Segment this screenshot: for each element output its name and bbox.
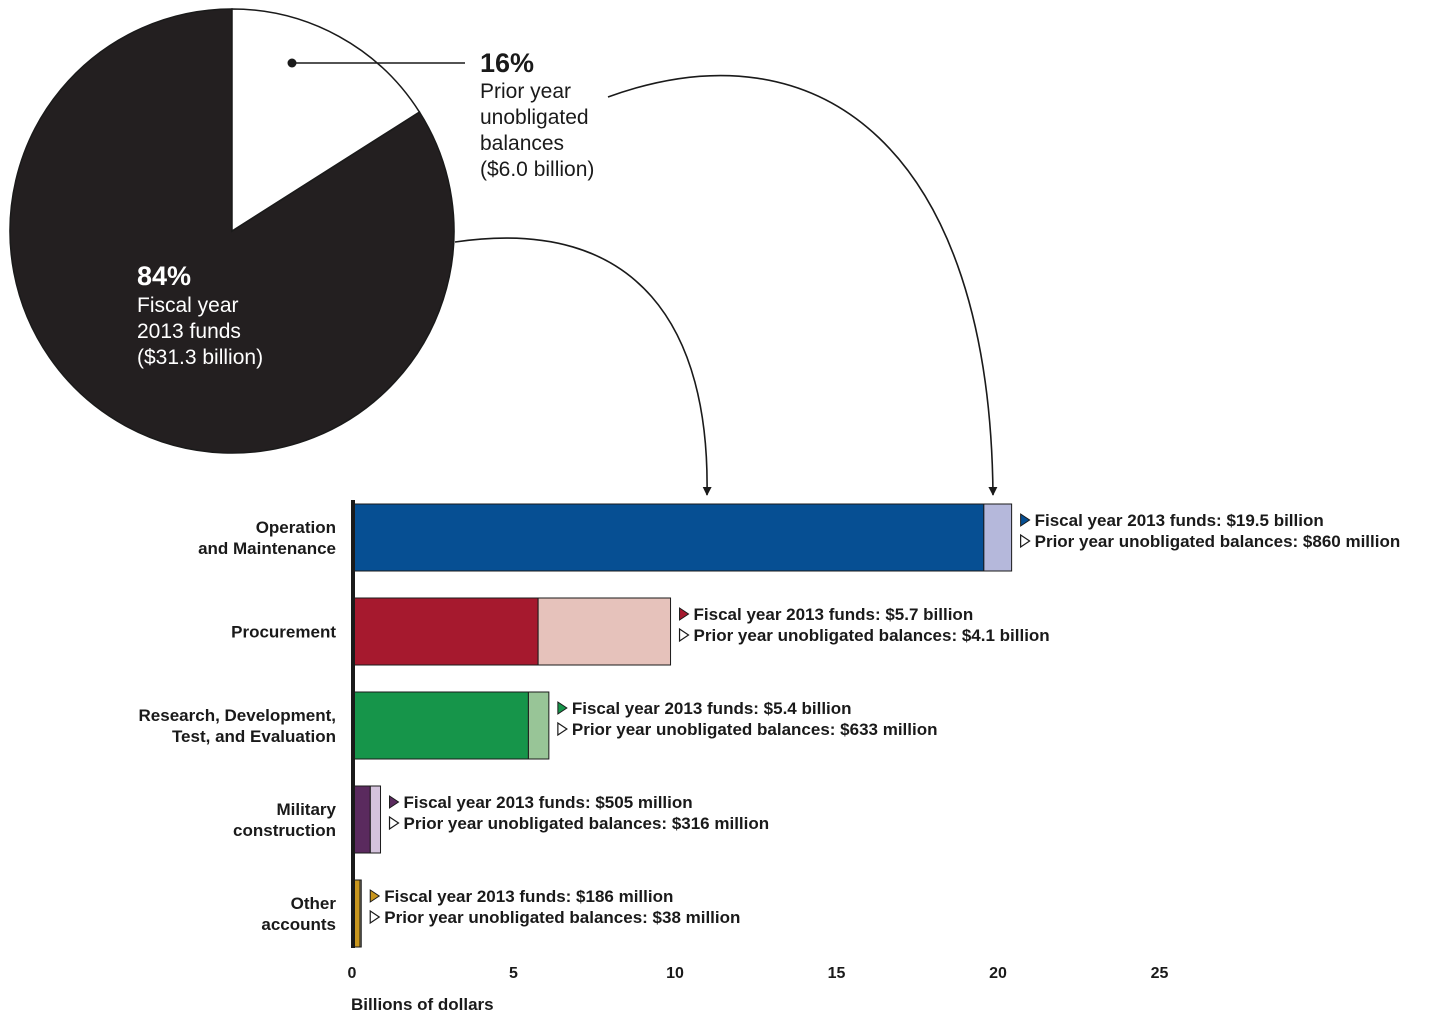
pie-fy-label-line3: ($31.3 billion) [137,346,263,369]
bar-prior-year-other-accounts [359,879,362,948]
annotation-fy-procurement: Fiscal year 2013 funds: $5.7 billion [694,605,974,624]
annotation-fy-operation-and-maintenance: Fiscal year 2013 funds: $19.5 billion [1035,511,1324,530]
pie-prior-label-line4: ($6.0 billion) [480,158,594,181]
legend-marker-fy-operation-and-maintenance [1020,513,1031,527]
legend-marker-fy-military-construction [389,795,400,809]
bar-prior-year-operation-and-maintenance [983,503,1013,572]
category-label-research-development-test-and-evaluation-line2: Test, and Evaluation [172,727,336,746]
legend-marker-fy-research-development-test-and-evaluation [557,701,568,715]
bar-group-operation-and-maintenance: Operation and Maintenance Fiscal year 2013… [198,503,1401,572]
bar-group-military-construction: Military construction Fiscal year 2013 fun… [233,785,770,854]
category-label-military-construction-line1: Military [276,800,336,819]
category-label-other-accounts-line2: accounts [261,915,336,934]
annotation-prior-operation-and-maintenance: Prior year unobligated balances: $860 mi… [1035,532,1401,551]
pie-slice-prior-year-unobligated-balances [231,8,421,233]
category-label-operation-and-maintenance-line1: Operation [256,518,336,537]
legend-marker-prior-other-accounts [369,909,381,925]
bar-group-research-development-test-and-evaluation: Research, Development, Test, and Evaluati… [139,691,938,760]
category-label-procurement-line1: Procurement [231,623,336,642]
x-tick-label-25: 25 [1151,965,1169,982]
category-label-operation-and-maintenance-line2: and Maintenance [198,539,336,558]
pie-slice-fiscal-year-2013-funds [9,8,455,454]
x-tick-label-15: 15 [828,965,846,982]
bar-fiscal-year-2013-military-construction [353,785,371,854]
bar-fiscal-year-2013-research-development-test-and-evaluation [353,691,529,760]
bar-group-other-accounts: Other accounts Fiscal year 2013 funds: $18… [261,879,740,948]
pie-fy-label-line2: 2013 funds [137,320,241,343]
pie-fy-label-line1: Fiscal year [137,294,239,317]
pie-prior-label-line1: Prior year [480,80,571,103]
pie-prior-label-line3: balances [480,132,564,155]
annotation-prior-other-accounts: Prior year unobligated balances: $38 mil… [384,908,740,927]
annotation-fy-other-accounts: Fiscal year 2013 funds: $186 million [384,887,673,906]
bar-prior-year-military-construction [369,785,382,854]
pie-fy-percent: 84% [137,261,191,291]
x-tick-label-10: 10 [666,965,684,982]
x-tick-label-5: 5 [509,965,518,982]
legend-marker-fy-other-accounts [369,889,381,903]
annotation-fy-military-construction: Fiscal year 2013 funds: $505 million [404,793,693,812]
x-axis: 0 5 10 15 20 25 [348,500,1169,982]
annotation-prior-military-construction: Prior year unobligated balances: $316 mi… [404,814,770,833]
category-label-other-accounts-line1: Other [291,894,337,913]
x-tick-label-0: 0 [348,965,357,982]
pie-prior-label-line2: unobligated [480,106,589,129]
bar-fiscal-year-2013-procurement [353,597,539,666]
connector-arrow-fy-funds [454,237,712,496]
legend-marker-prior-military-construction [388,815,400,831]
legend-marker-prior-research-development-test-and-evaluation [557,721,568,737]
annotation-fy-research-development-test-and-evaluation: Fiscal year 2013 funds: $5.4 billion [572,699,852,718]
legend-marker-fy-procurement [679,607,690,621]
x-tick-label-20: 20 [989,965,1007,982]
legend-marker-prior-procurement [678,627,690,643]
bar-prior-year-procurement [537,597,672,666]
bar-fiscal-year-2013-operation-and-maintenance [353,503,985,572]
bar-chart: Operation and Maintenance Fiscal year 2013… [139,503,1401,948]
legend-marker-prior-operation-and-maintenance [1020,533,1031,549]
annotation-prior-research-development-test-and-evaluation: Prior year unobligated balances: $633 mi… [572,720,938,739]
bar-prior-year-research-development-test-and-evaluation [527,691,550,760]
category-label-military-construction-line2: construction [233,821,336,840]
pie-chart: 16% Prior year unobligated balances ($6.… [9,8,594,454]
pie-prior-percent: 16% [480,48,534,78]
category-label-research-development-test-and-evaluation-line1: Research, Development, [139,706,336,725]
connector-arrow-prior-balances [607,74,998,496]
bar-group-procurement: Procurement Fiscal year 2013 funds: $5.7 … [231,597,1050,666]
x-axis-label: Billions of dollars [351,995,494,1014]
annotation-prior-procurement: Prior year unobligated balances: $4.1 bi… [694,626,1050,645]
